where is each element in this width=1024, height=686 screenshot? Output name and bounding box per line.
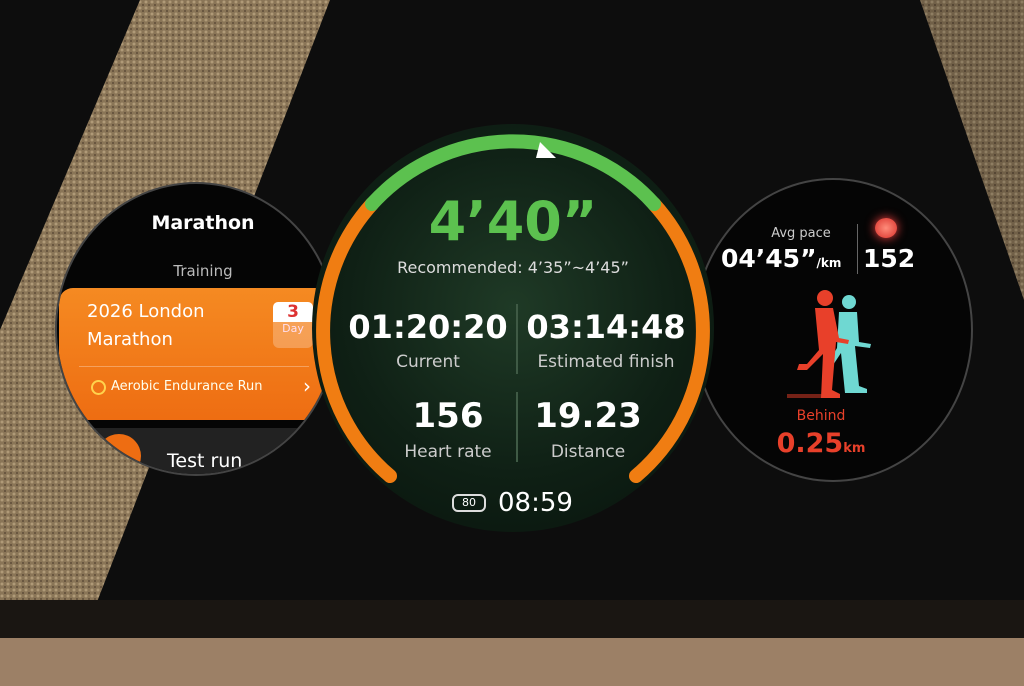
watch-marathon-training: Marathon Training 2026 London Marathon 3 … <box>55 182 337 476</box>
pace-arc <box>316 134 710 483</box>
heart-rate-value: 152 <box>863 244 916 273</box>
watch-pace-dashboard: 4’40” Recommended: 4’35”~4’45” 01:20:20 … <box>312 124 714 532</box>
current-pace: 4’40” <box>428 190 598 253</box>
estimated-finish: 03:14:48 <box>526 308 686 346</box>
title: Marathon <box>151 212 255 234</box>
workout-name: Aerobic Endurance Run <box>111 379 263 394</box>
avg-pace-label: Avg pace <box>771 226 831 241</box>
runner-vs-pacer-icon <box>787 290 871 398</box>
avg-pace-value: 04’45”/km <box>721 244 842 273</box>
list-item-test-run[interactable]: Test run <box>59 428 329 474</box>
clock: 08:59 <box>498 488 573 518</box>
elapsed-time: 01:20:20 <box>348 308 508 346</box>
floor <box>0 638 1024 686</box>
chevron-right-icon: › <box>303 374 311 398</box>
days-badge: 3 Day <box>273 302 313 348</box>
heart-rate: 156 <box>412 396 484 436</box>
distance: 19.23 <box>534 396 642 436</box>
stone-pillar-right <box>920 0 1024 300</box>
heart-icon <box>875 218 897 238</box>
recommended-pace: Recommended: 4’35”~4’45” <box>397 258 629 277</box>
race-card[interactable]: 2026 London Marathon 3 Day Aerobic Endura… <box>59 288 329 420</box>
gap-value: 0.25km <box>776 428 866 459</box>
target-zone-arc <box>365 134 661 211</box>
section-label: Training <box>173 262 233 280</box>
battery-icon: 80 <box>452 494 486 512</box>
race-name: 2026 London Marathon <box>87 301 205 350</box>
pace-indicator-icon <box>536 142 556 158</box>
run-icon <box>97 434 141 474</box>
check-icon <box>91 380 106 395</box>
pace-status: Behind <box>796 408 846 424</box>
watch-pacer: Avg pace 04’45”/km 152 Behind 0.25km <box>693 178 973 482</box>
